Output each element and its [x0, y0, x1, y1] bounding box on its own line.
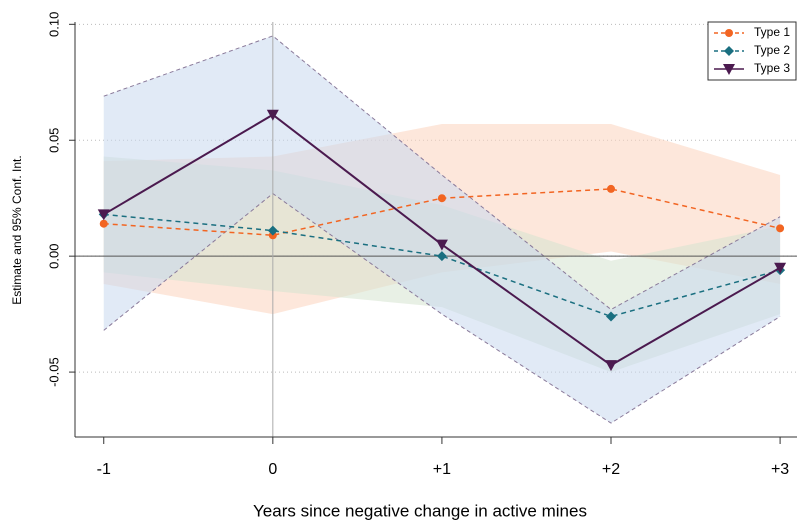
marker — [437, 194, 446, 203]
marker — [607, 184, 616, 193]
x-tick-label: +1 — [433, 461, 451, 478]
marker — [605, 360, 618, 372]
x-tick-label: +2 — [602, 461, 620, 478]
x-tick-label: +3 — [771, 461, 789, 478]
legend-label: Type 2 — [754, 43, 790, 57]
x-tick-label: 0 — [268, 461, 277, 478]
y-tick-label: 0.00 — [46, 244, 61, 269]
legend-marker — [724, 46, 734, 56]
marker — [774, 262, 787, 274]
legend-marker — [725, 29, 733, 37]
marker — [436, 251, 447, 262]
legend-marker — [723, 64, 735, 75]
marker — [99, 219, 108, 228]
y-tick-label: 0.05 — [46, 128, 61, 153]
y-tick-label: 0.10 — [46, 12, 61, 37]
marker — [267, 225, 278, 236]
x-tick-label: -1 — [97, 461, 111, 478]
legend-label: Type 3 — [754, 61, 790, 75]
series-line — [103, 213, 781, 318]
y-axis-title: Estimate and 95% Conf. Int. — [10, 155, 24, 304]
marker — [606, 311, 617, 322]
marker — [266, 109, 279, 121]
marker — [776, 224, 785, 233]
marker — [97, 209, 110, 221]
legend-label: Type 1 — [754, 25, 790, 39]
x-axis-title: Years since negative change in active mi… — [253, 501, 587, 520]
y-tick-label: -0.05 — [46, 357, 61, 387]
marker — [435, 239, 448, 251]
band-upper-edge — [103, 35, 781, 311]
